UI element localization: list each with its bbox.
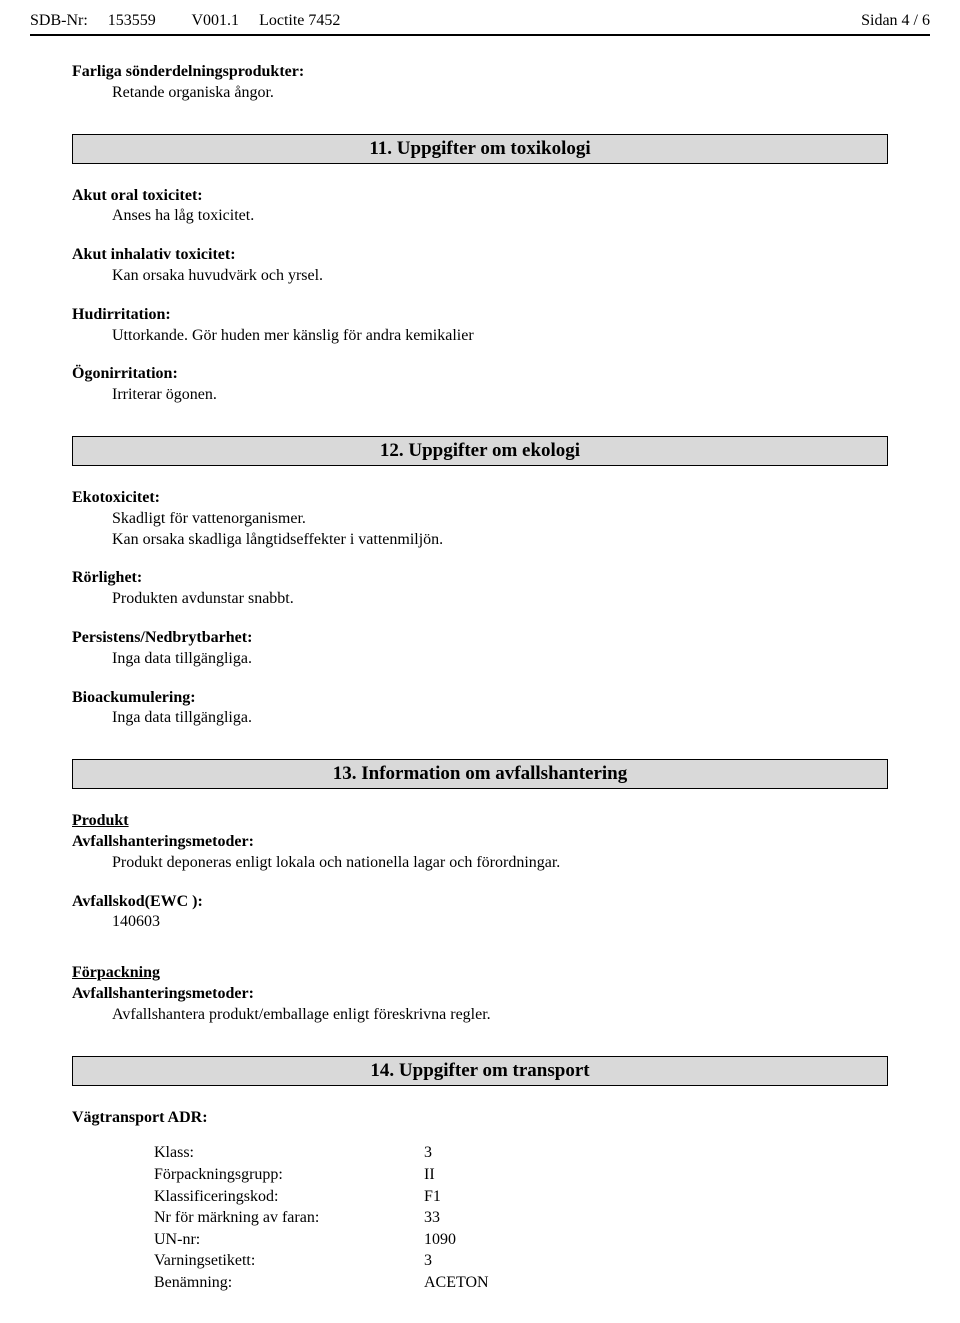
ewc-block: Avfallskod(EWC ): 140603 — [72, 892, 930, 934]
ecotoxicity-line2: Kan orsaka skadliga långtidseffekter i v… — [112, 530, 930, 551]
table-row: Klassificeringskod: F1 — [154, 1186, 930, 1208]
row-value: ACETON — [424, 1272, 489, 1294]
row-label: Förpackningsgrupp: — [154, 1164, 424, 1186]
inhalative-toxicity-title: Akut inhalativ toxicitet: — [72, 245, 930, 266]
transport-block: Vägtransport ADR: Klass: 3 Förpackningsg… — [72, 1108, 930, 1294]
bioaccumulation-block: Bioackumulering: Inga data tillgängliga. — [72, 688, 930, 730]
bioaccumulation-title: Bioackumulering: — [72, 688, 930, 709]
decomposition-block: Farliga sönderdelningsprodukter: Retande… — [72, 62, 930, 104]
transport-heading: Vägtransport ADR: — [72, 1108, 930, 1129]
product-waste-text: Produkt deponeras enligt lokala och nati… — [112, 853, 930, 874]
decomposition-text: Retande organiska ångor. — [112, 83, 930, 104]
packaging-waste-subtitle: Avfallshanteringsmetoder: — [72, 984, 930, 1005]
decomposition-title: Farliga sönderdelningsprodukter: — [72, 62, 930, 83]
oral-toxicity-block: Akut oral toxicitet: Anses ha låg toxici… — [72, 186, 930, 228]
inhalative-toxicity-text: Kan orsaka huvudvärk och yrsel. — [112, 266, 930, 287]
product-waste-subtitle: Avfallshanteringsmetoder: — [72, 832, 930, 853]
ecotoxicity-line1: Skadligt för vattenorganismer. — [112, 509, 930, 530]
row-label: UN-nr: — [154, 1229, 424, 1251]
eye-irritation-block: Ögonirritation: Irriterar ögonen. — [72, 364, 930, 406]
row-value: 33 — [424, 1207, 440, 1229]
table-row: Varningsetikett: 3 — [154, 1250, 930, 1272]
version: V001.1 — [192, 12, 240, 29]
row-value: II — [424, 1164, 435, 1186]
skin-irritation-title: Hudirritation: — [72, 305, 930, 326]
packaging-waste-block: Förpackning Avfallshanteringsmetoder: Av… — [72, 963, 930, 1025]
mobility-block: Rörlighet: Produkten avdunstar snabbt. — [72, 568, 930, 610]
row-value: 3 — [424, 1142, 432, 1164]
table-row: Förpackningsgrupp: II — [154, 1164, 930, 1186]
persistence-title: Persistens/Nedbrytbarhet: — [72, 628, 930, 649]
header-divider — [30, 34, 930, 36]
table-row: Benämning: ACETON — [154, 1272, 930, 1294]
row-value: F1 — [424, 1186, 441, 1208]
mobility-text: Produkten avdunstar snabbt. — [112, 589, 930, 610]
skin-irritation-block: Hudirritation: Uttorkande. Gör huden mer… — [72, 305, 930, 347]
persistence-block: Persistens/Nedbrytbarhet: Inga data till… — [72, 628, 930, 670]
row-value: 1090 — [424, 1229, 456, 1251]
row-label: Klass: — [154, 1142, 424, 1164]
bioaccumulation-text: Inga data tillgängliga. — [112, 708, 930, 729]
persistence-text: Inga data tillgängliga. — [112, 649, 930, 670]
table-row: Klass: 3 — [154, 1142, 930, 1164]
eye-irritation-text: Irriterar ögonen. — [112, 385, 930, 406]
section-12-heading: 12. Uppgifter om ekologi — [72, 436, 888, 466]
ecotoxicity-block: Ekotoxicitet: Skadligt för vattenorganis… — [72, 488, 930, 550]
table-row: UN-nr: 1090 — [154, 1229, 930, 1251]
page-header: SDB-Nr: 153559 V001.1 Loctite 7452 Sidan… — [30, 12, 930, 30]
section-14-heading: 14. Uppgifter om transport — [72, 1056, 888, 1086]
table-row: Nr för märkning av faran: 33 — [154, 1207, 930, 1229]
inhalative-toxicity-block: Akut inhalativ toxicitet: Kan orsaka huv… — [72, 245, 930, 287]
row-label: Varningsetikett: — [154, 1250, 424, 1272]
skin-irritation-text: Uttorkande. Gör huden mer känslig för an… — [112, 326, 930, 347]
packaging-waste-text: Avfallshantera produkt/emballage enligt … — [112, 1005, 930, 1026]
section-11-heading: 11. Uppgifter om toxikologi — [72, 134, 888, 164]
row-label: Klassificeringskod: — [154, 1186, 424, 1208]
ewc-value: 140603 — [112, 912, 930, 933]
row-label: Nr för märkning av faran: — [154, 1207, 424, 1229]
product-waste-heading: Produkt — [72, 811, 930, 832]
ecotoxicity-title: Ekotoxicitet: — [72, 488, 930, 509]
transport-table: Klass: 3 Förpackningsgrupp: II Klassific… — [154, 1142, 930, 1293]
section-13-heading: 13. Information om avfallshantering — [72, 759, 888, 789]
sdb-label: SDB-Nr: 153559 — [30, 12, 172, 29]
eye-irritation-title: Ögonirritation: — [72, 364, 930, 385]
mobility-title: Rörlighet: — [72, 568, 930, 589]
product: Loctite 7452 — [259, 12, 340, 29]
product-waste-block: Produkt Avfallshanteringsmetoder: Produk… — [72, 811, 930, 873]
oral-toxicity-title: Akut oral toxicitet: — [72, 186, 930, 207]
row-label: Benämning: — [154, 1272, 424, 1294]
row-value: 3 — [424, 1250, 432, 1272]
packaging-waste-heading: Förpackning — [72, 963, 930, 984]
page-number: Sidan 4 / 6 — [861, 12, 930, 30]
oral-toxicity-text: Anses ha låg toxicitet. — [112, 206, 930, 227]
ewc-title: Avfallskod(EWC ): — [72, 892, 930, 913]
